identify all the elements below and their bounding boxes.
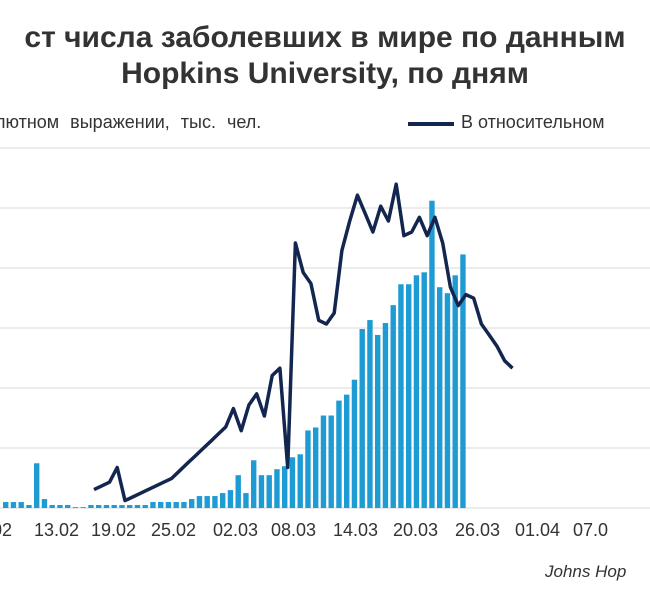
bar (212, 496, 218, 508)
bar (119, 505, 125, 508)
bar (3, 502, 9, 508)
bar (421, 272, 427, 508)
bar (72, 507, 79, 508)
bar (429, 200, 435, 508)
legend-line-swatch (408, 122, 454, 126)
bar (359, 329, 365, 508)
source-note: Johns Hop (545, 562, 627, 581)
x-tick-label: 08.03 (271, 520, 316, 540)
chart-legend: лютном выражении, тыс. чел. В относитель… (0, 112, 650, 136)
x-tick-label: 02 (0, 520, 12, 540)
bar (41, 499, 48, 508)
bar (266, 475, 272, 508)
bar (142, 505, 148, 508)
bar (181, 502, 187, 508)
bar (305, 430, 311, 508)
bar (444, 293, 451, 508)
bar (282, 466, 288, 508)
bar (34, 463, 40, 508)
x-tick-label: 02.03 (213, 520, 258, 540)
bar (227, 490, 234, 508)
bar (127, 505, 133, 508)
bar (437, 287, 443, 508)
bar (243, 493, 249, 508)
bar (375, 334, 381, 508)
bar (150, 502, 156, 508)
x-tick-label: 07.0 (573, 520, 608, 540)
bar (88, 505, 94, 508)
bar (452, 275, 458, 508)
bar (320, 415, 327, 508)
bar (103, 505, 110, 508)
bar (235, 475, 241, 508)
bar (258, 475, 265, 508)
bar (328, 415, 334, 508)
series-line (93, 182, 514, 503)
bar (460, 254, 466, 508)
x-tick-label: 13.02 (34, 520, 79, 540)
bar (274, 469, 280, 508)
bar (313, 427, 319, 508)
legend-entry-relative: В относительном (461, 112, 605, 132)
bar (367, 320, 373, 508)
bar (26, 505, 32, 508)
x-tick-label: 20.03 (393, 520, 438, 540)
bar (390, 305, 396, 508)
bar (344, 394, 350, 508)
bar (406, 284, 412, 508)
bar (158, 502, 164, 508)
x-tick-label: 25.02 (151, 520, 196, 540)
bar (289, 457, 296, 508)
bar (80, 507, 86, 508)
bar (111, 505, 117, 508)
bar (134, 505, 141, 508)
bar (65, 505, 71, 508)
bar (10, 502, 17, 508)
bar (96, 505, 102, 508)
x-tick-label: 01.04 (515, 520, 560, 540)
bar (173, 502, 179, 508)
bar (382, 323, 389, 508)
x-tick-label: 14.03 (333, 520, 378, 540)
bar (165, 502, 172, 508)
bar (204, 496, 210, 508)
x-tick-label: 26.03 (455, 520, 500, 540)
legend-entry-absolute: лютном выражении, тыс. чел. (0, 112, 262, 132)
bar (251, 460, 257, 508)
bar (57, 505, 63, 508)
chart-title-line-1: ст числа заболевших в мире по данным (24, 21, 626, 54)
bar (196, 496, 203, 508)
chart-title-line-2: Hopkins University, по дням (121, 57, 529, 90)
bar (351, 379, 358, 508)
bar (220, 493, 226, 508)
bar (18, 502, 24, 508)
bar (413, 275, 420, 508)
x-tick-label: 19.02 (91, 520, 136, 540)
bar (297, 454, 303, 508)
bar (189, 499, 195, 508)
bar (49, 505, 55, 508)
bar (336, 400, 342, 508)
bar (398, 284, 404, 508)
chart-title: ст числа заболевших в мире по данным Hop… (0, 20, 650, 92)
